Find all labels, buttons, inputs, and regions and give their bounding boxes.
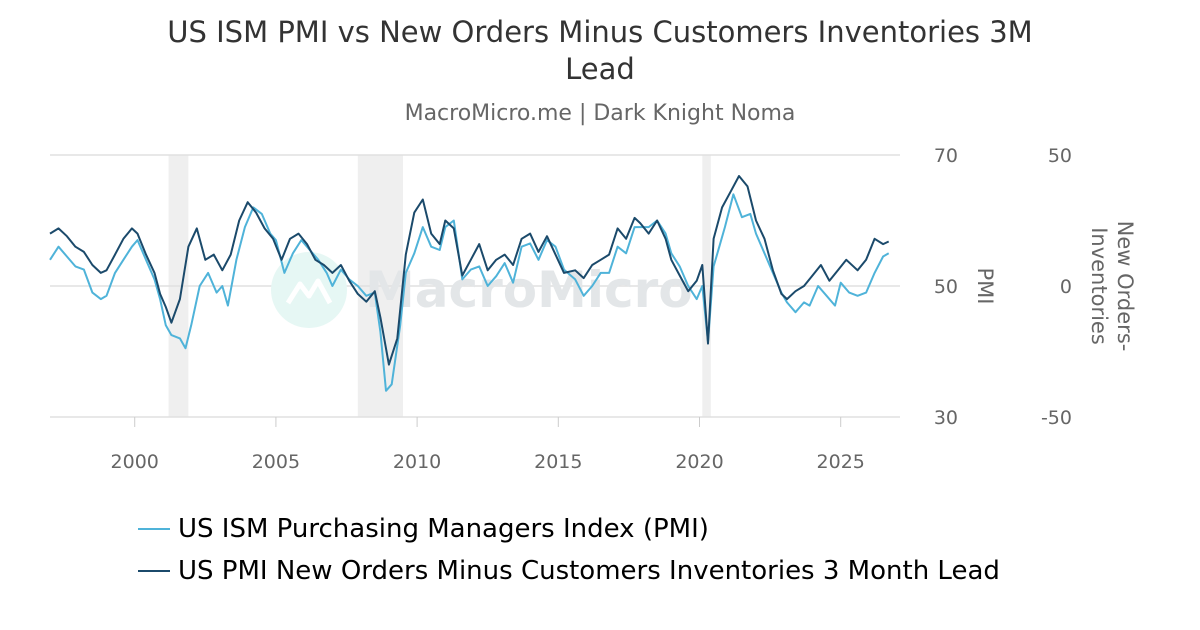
y-right-axis-title-line-1: New Orders- (1113, 221, 1137, 352)
y-right-tick-label: -50 (1041, 407, 1072, 429)
y-left-tick-label: 30 (934, 407, 958, 429)
legend-item-pmi[interactable]: US ISM Purchasing Managers Index (PMI) (138, 508, 1000, 550)
watermark-logo-icon (271, 252, 347, 328)
watermark-text: MacroMicro (365, 261, 693, 319)
legend-label-pmi: US ISM Purchasing Managers Index (PMI) (178, 514, 709, 544)
series-line-new-orders-lead[interactable] (49, 175, 890, 366)
chart-title-line-2: Lead (565, 52, 635, 86)
y-right-tick-label: 50 (1048, 145, 1072, 167)
x-tick-label: 2000 (111, 451, 159, 473)
x-tick-label: 2020 (675, 451, 723, 473)
chart-subtitle: MacroMicro.me | Dark Knight Noma (404, 101, 796, 126)
chart-title-line-1: US ISM PMI vs New Orders Minus Customers… (167, 15, 1033, 49)
legend-label-new-orders-lead: US PMI New Orders Minus Customers Invent… (178, 556, 1000, 586)
legend-item-new-orders-lead[interactable]: US PMI New Orders Minus Customers Invent… (138, 550, 1000, 592)
y-left-tick-label: 70 (934, 145, 958, 167)
y-left-axis-title: PMI (973, 268, 997, 305)
x-tick-label: 2010 (393, 451, 441, 473)
legend: US ISM Purchasing Managers Index (PMI) U… (138, 508, 1000, 592)
legend-swatch-pmi (138, 528, 170, 530)
y-right-axis-title-line-2: Inventories (1087, 227, 1111, 345)
y-left-tick-label: 50 (934, 276, 958, 298)
legend-swatch-new-orders-lead (138, 570, 170, 572)
x-tick-label: 2025 (817, 451, 865, 473)
x-tick-label: 2005 (252, 451, 300, 473)
x-tick-label: 2015 (534, 451, 582, 473)
series-line-pmi[interactable] (49, 193, 890, 392)
y-right-tick-label: 0 (1060, 276, 1072, 298)
chart-title: US ISM PMI vs New Orders Minus Customers… (0, 14, 1200, 88)
